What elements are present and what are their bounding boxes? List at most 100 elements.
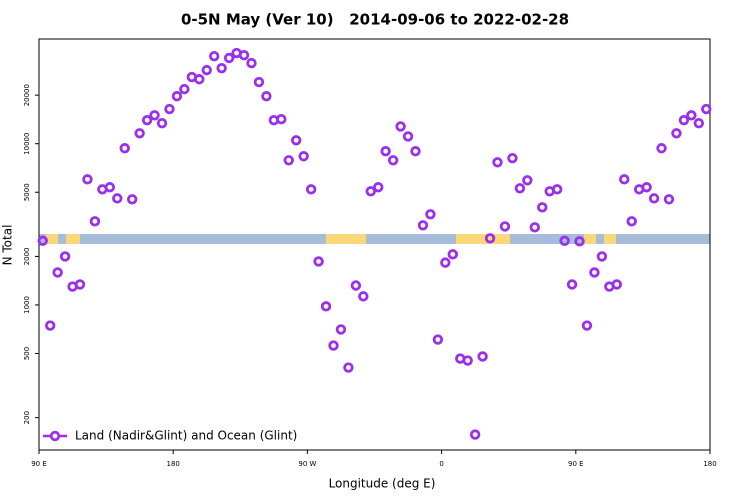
- data-point: [320, 301, 332, 312]
- data-point: [410, 146, 421, 157]
- data-point: [484, 233, 496, 244]
- data-point: [37, 235, 48, 246]
- data-point: [209, 50, 220, 62]
- x-tick-label: 180: [703, 460, 716, 468]
- data-point: [119, 143, 130, 154]
- data-point: [134, 128, 145, 139]
- data-point: [417, 220, 429, 231]
- legend-marker: [49, 430, 61, 442]
- data-point: [343, 362, 354, 373]
- y-axis-label: N Total: [1, 225, 15, 266]
- data-point: [529, 222, 540, 233]
- data-point: [313, 256, 324, 267]
- data-point: [179, 83, 190, 95]
- data-point: [380, 146, 391, 157]
- land-segment: [326, 234, 366, 244]
- data-point: [246, 57, 257, 69]
- x-axis-label: Longitude (deg E): [329, 477, 436, 491]
- data-point: [678, 114, 690, 126]
- data-point: [611, 279, 623, 290]
- data-point: [156, 118, 168, 129]
- data-point: [298, 151, 309, 162]
- land-segment: [604, 234, 616, 244]
- x-tick-label: 90 E: [568, 460, 584, 468]
- data-point: [425, 209, 436, 220]
- land-ocean-band: [39, 234, 710, 244]
- land-segment: [456, 234, 510, 244]
- plot-frame: [38, 38, 711, 451]
- data-point: [74, 279, 86, 290]
- data-point: [291, 135, 302, 146]
- x-tick-label: 180: [167, 460, 180, 468]
- data-point: [201, 64, 212, 76]
- data-point: [522, 175, 533, 186]
- data-point: [641, 182, 652, 193]
- data-point: [574, 236, 585, 247]
- data-point: [261, 91, 272, 102]
- data-point: [276, 113, 287, 125]
- data-point: [648, 193, 660, 204]
- data-point: [149, 110, 160, 121]
- data-point: [432, 334, 444, 345]
- land-segment: [584, 234, 596, 244]
- data-point: [112, 193, 123, 204]
- data-point: [253, 76, 265, 88]
- y-tick-label: 5000: [23, 183, 31, 201]
- data-point: [335, 324, 347, 335]
- data-point: [693, 118, 705, 129]
- data-point: [663, 194, 675, 205]
- land-segment: [46, 234, 58, 244]
- data-point: [701, 103, 712, 115]
- data-point: [283, 155, 294, 166]
- data-point: [373, 182, 384, 193]
- data-point: [358, 291, 369, 302]
- data-point: [328, 340, 339, 351]
- data-point: [499, 221, 511, 232]
- data-point: [440, 257, 451, 268]
- data-point: [492, 157, 503, 168]
- data-point: [59, 251, 71, 262]
- data-point: [477, 351, 488, 362]
- ocean-band: [39, 234, 710, 244]
- data-point: [52, 267, 63, 278]
- data-point: [589, 267, 600, 278]
- chart-title: 0-5N May (Ver 10) 2014-09-06 to 2022-02-…: [181, 11, 569, 29]
- data-point: [238, 49, 250, 61]
- data-point: [551, 184, 563, 195]
- data-point: [350, 280, 362, 291]
- data-point: [305, 184, 317, 195]
- data-point: [626, 216, 637, 227]
- data-point: [44, 320, 56, 331]
- data-point: [365, 186, 376, 197]
- data-point: [402, 131, 414, 142]
- land-segment: [66, 234, 80, 244]
- data-point: [223, 52, 235, 64]
- data-point: [216, 62, 227, 74]
- y-tick-label: 2000: [23, 247, 31, 265]
- data-point: [141, 114, 153, 126]
- legend-label: Land (Nadir&Glint) and Ocean (Glint): [75, 429, 297, 443]
- data-point: [581, 320, 593, 331]
- data-point: [559, 235, 570, 246]
- y-tick-label: 500: [23, 347, 31, 360]
- data-point: [514, 183, 526, 194]
- data-point: [164, 103, 175, 115]
- y-tick-label: 200: [23, 411, 31, 424]
- data-point: [671, 128, 682, 139]
- data-point: [447, 249, 458, 260]
- data-point: [537, 202, 548, 213]
- y-tick-label: 20000: [23, 84, 31, 106]
- data-point: [171, 91, 183, 102]
- data-point: [126, 194, 138, 205]
- data-point: [104, 182, 116, 193]
- x-tick-label: 90 W: [298, 460, 316, 468]
- data-point: [686, 110, 697, 121]
- data-point: [619, 174, 630, 185]
- data-point: [387, 155, 399, 166]
- data-point: [194, 74, 205, 85]
- x-tick-label: 0: [439, 460, 443, 468]
- data-point: [656, 143, 667, 154]
- x-tick-label: 90 E: [31, 460, 47, 468]
- data-point: [507, 152, 518, 164]
